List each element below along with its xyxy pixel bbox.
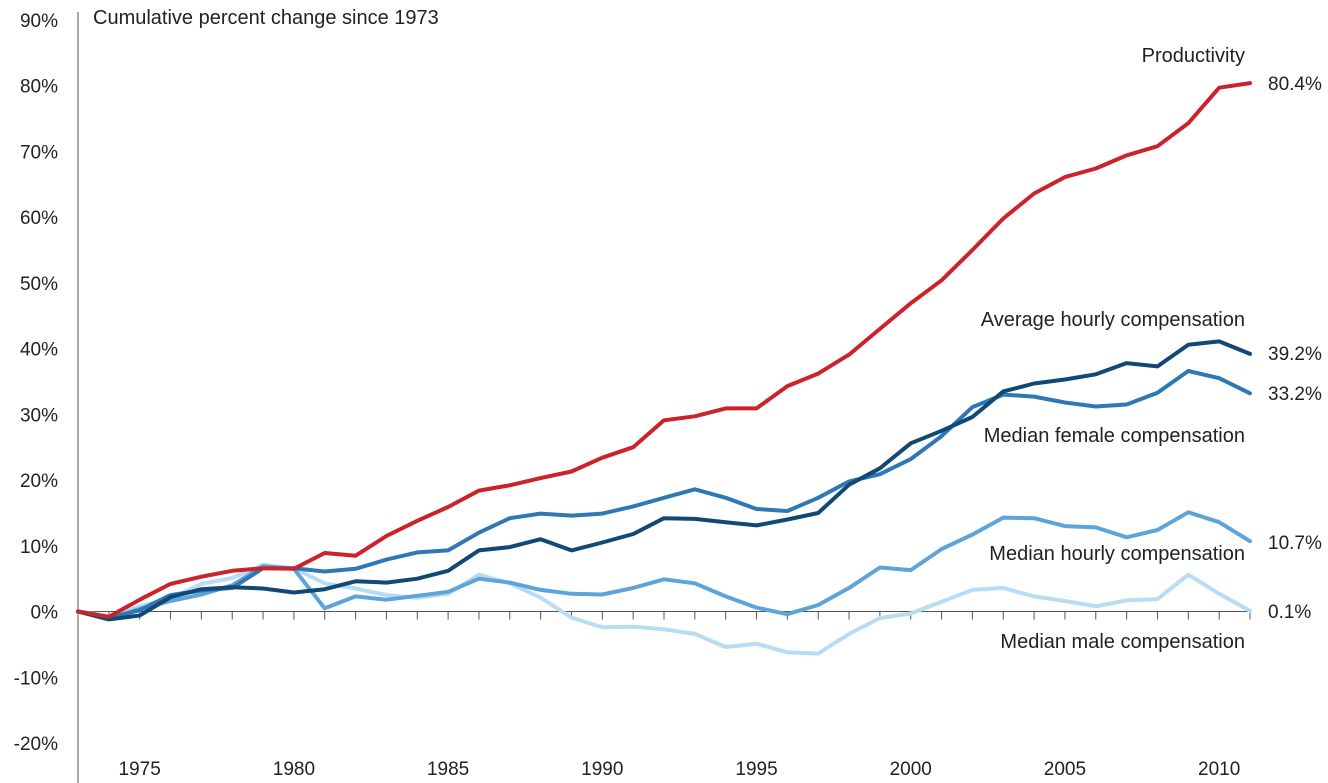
chart-subtitle: Cumulative percent change since 1973 (93, 7, 439, 29)
x-axis: 1975 1980 1985 1990 1995 2000 2005 2010 (77, 611, 1251, 780)
y-tick-label: 60% (20, 208, 58, 229)
series-name-label: Median male compensation (1000, 631, 1245, 653)
y-tick-label: 90% (20, 11, 58, 32)
series-name-label: Average hourly compensation (981, 309, 1245, 331)
y-tick-label: -10% (14, 668, 58, 689)
series-line (76, 339, 1252, 622)
x-tick-label: 1995 (735, 759, 777, 780)
series-lines (76, 81, 1252, 656)
x-tick-label: 2010 (1198, 759, 1240, 780)
end-value-label: 33.2% (1268, 384, 1322, 405)
x-tick-label: 2005 (1044, 759, 1086, 780)
series-name-label: Productivity (1142, 45, 1245, 67)
y-tick-label: 0% (31, 603, 59, 624)
y-tick-label: -20% (14, 734, 58, 755)
end-value-label: 39.2% (1268, 344, 1322, 365)
x-tick-label: 1990 (581, 759, 623, 780)
y-axis: -20% -10% 0% 10% 20% 30% 40% 50% 60% 70% 80% 90% (14, 11, 79, 783)
y-tick-label: 40% (20, 340, 58, 361)
series-line (76, 81, 1252, 619)
y-tick-label: 80% (20, 77, 58, 98)
x-tick-label: 1985 (427, 759, 469, 780)
x-tick-label: 1980 (273, 759, 315, 780)
end-value-label: 10.7% (1268, 533, 1322, 554)
end-value-label: 80.4% (1268, 74, 1322, 95)
end-value-labels: 80.4% 39.2% 33.2% 10.7% 0.1% (1268, 74, 1322, 623)
y-tick-label: 50% (20, 274, 58, 295)
series-name-label: Median female compensation (984, 425, 1245, 447)
y-tick-label: 10% (20, 537, 58, 558)
series-labels: Productivity Average hourly compensation M… (981, 45, 1245, 653)
y-tick-label: 30% (20, 405, 58, 426)
y-tick-label: 20% (20, 471, 58, 492)
x-tick-label: 1975 (119, 759, 161, 780)
end-value-label: 0.1% (1268, 602, 1311, 623)
y-tick-label: 70% (20, 142, 58, 163)
series-name-label: Median hourly compensation (989, 543, 1245, 565)
x-tick-label: 2000 (890, 759, 932, 780)
